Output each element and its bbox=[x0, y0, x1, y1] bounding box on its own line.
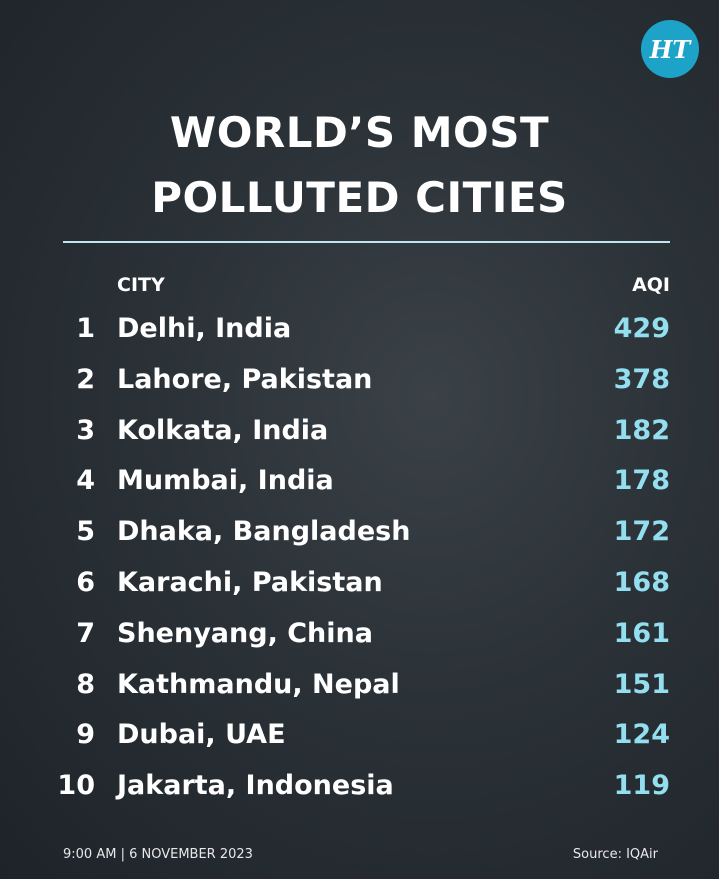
aqi-value: 119 bbox=[613, 770, 670, 802]
aqi-value: 124 bbox=[613, 719, 670, 751]
rank: 5 bbox=[76, 516, 95, 548]
title-line: POLLUTED CITIES bbox=[151, 173, 568, 222]
rank: 6 bbox=[76, 567, 95, 598]
city-name: Jakarta, Indonesia bbox=[117, 770, 394, 802]
city-name: Mumbai, India bbox=[117, 465, 334, 497]
rank: 2 bbox=[76, 363, 95, 395]
city-name: Delhi, India bbox=[117, 313, 292, 344]
aqi-value: 161 bbox=[613, 617, 670, 649]
aqi-value: 429 bbox=[613, 313, 670, 344]
rank: 4 bbox=[76, 465, 95, 497]
aqi-value: 168 bbox=[613, 567, 670, 598]
aqi-value: 172 bbox=[613, 516, 670, 548]
city-name: Kolkata, India bbox=[117, 414, 329, 446]
source: Source: IQAir bbox=[572, 847, 658, 862]
city-name: Shenyang, China bbox=[117, 617, 373, 649]
aqi-value: 378 bbox=[613, 363, 670, 395]
aqi-value: 182 bbox=[613, 414, 670, 446]
logo: HT bbox=[641, 20, 699, 78]
city-name: Karachi, Pakistan bbox=[117, 567, 383, 598]
city-name: Dubai, UAE bbox=[117, 719, 286, 751]
divider bbox=[63, 241, 670, 243]
city-name: Lahore, Pakistan bbox=[117, 363, 373, 395]
column-header: CITY bbox=[117, 274, 165, 296]
rank: 10 bbox=[57, 770, 95, 802]
timestamp: 9:00 AM | 6 NOVEMBER 2023 bbox=[63, 847, 253, 862]
rank: 9 bbox=[76, 719, 95, 751]
rank: 8 bbox=[76, 668, 95, 700]
rank: 7 bbox=[76, 617, 95, 649]
city-name: Kathmandu, Nepal bbox=[117, 668, 400, 700]
aqi-value: 178 bbox=[613, 465, 670, 497]
rank: 3 bbox=[76, 414, 95, 446]
aqi-value: 151 bbox=[613, 668, 670, 700]
city-name: Dhaka, Bangladesh bbox=[117, 516, 411, 548]
column-header: AQI bbox=[632, 274, 670, 296]
title-line: WORLD’S MOST bbox=[169, 108, 550, 157]
rank: 1 bbox=[76, 313, 95, 344]
